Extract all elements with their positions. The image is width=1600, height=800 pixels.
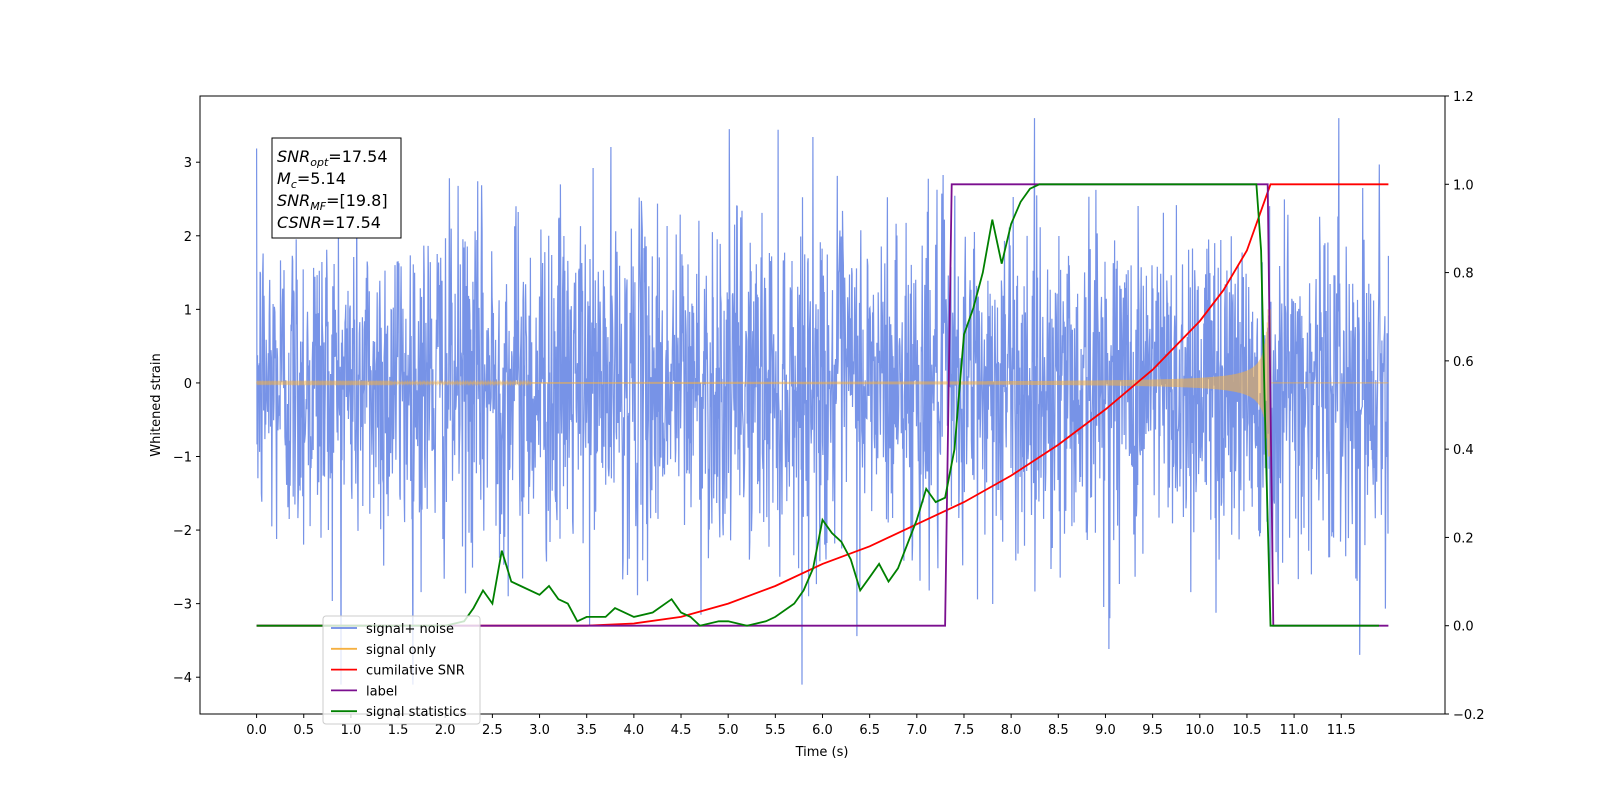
y-tick-label-right: 0.0 <box>1453 620 1474 635</box>
y-axis-left: 3 2 1 0 −1 −2 −3 −4 <box>173 156 200 686</box>
x-tick-label: 3.0 <box>529 723 550 738</box>
y-tick-label-left: 3 <box>184 156 192 171</box>
annotation-line: CSNR=17.54 <box>277 213 381 232</box>
series-signal-only <box>256 309 1389 457</box>
series-layer <box>256 118 1389 685</box>
y-tick-label-left: 1 <box>184 303 192 318</box>
series-cumilative-snr <box>256 183 1389 627</box>
x-tick-label: 1.5 <box>388 723 409 738</box>
y-axis-right: 1.2 1.0 0.8 0.6 0.4 0.2 0.0 −0.2 <box>1445 90 1485 723</box>
annotation-line: SNRopt=17.54 <box>277 147 388 169</box>
x-tick-label: 10.0 <box>1185 723 1214 738</box>
y-tick-label-right: 0.2 <box>1453 531 1474 546</box>
x-tick-label: 1.0 <box>341 723 362 738</box>
series-signal-statistics <box>256 183 1379 627</box>
x-tick-label: 2.5 <box>482 723 503 738</box>
annotation-line: Mc=5.14 <box>277 169 346 191</box>
y-tick-label-right: 1.0 <box>1453 178 1474 193</box>
legend-label: label <box>366 684 397 699</box>
legend-label: cumilative SNR <box>366 664 465 679</box>
legend-frame <box>322 615 481 725</box>
legend-label: signal+ noise <box>366 622 454 637</box>
series-signal-plus-noise <box>256 118 1389 685</box>
x-tick-label: 3.5 <box>576 723 597 738</box>
y-tick-label-left: 2 <box>184 230 192 245</box>
y-tick-label-left: 0 <box>184 377 192 392</box>
y-axis-label: Whitened strain <box>149 353 164 456</box>
legend-label: signal only <box>366 643 436 658</box>
x-tick-label: 9.5 <box>1142 723 1163 738</box>
x-tick-label: 11.5 <box>1327 723 1356 738</box>
x-axis: 0.0 0.5 1.0 1.5 2.0 2.5 3.0 3.5 4.0 4.5 5.0 5.5 6.0 6… <box>246 714 1356 738</box>
x-tick-label: 5.5 <box>765 723 786 738</box>
x-axis-label: Time (s) <box>795 745 849 760</box>
x-tick-label: 10.5 <box>1232 723 1261 738</box>
x-tick-label: 4.5 <box>671 723 692 738</box>
annotation-line: SNRMF=[19.8] <box>277 191 388 213</box>
legend: signal+ noise signal only cumilative SNR la… <box>322 615 481 725</box>
x-tick-label: 7.0 <box>906 723 927 738</box>
y-tick-label-right: −0.2 <box>1453 708 1485 723</box>
x-tick-label: 0.0 <box>246 723 267 738</box>
y-tick-label-left: −2 <box>173 524 192 539</box>
y-tick-label-left: −4 <box>173 671 192 686</box>
x-tick-label: 0.5 <box>293 723 314 738</box>
legend-label: signal statistics <box>366 705 467 720</box>
x-tick-label: 11.0 <box>1280 723 1309 738</box>
x-tick-label: 6.5 <box>859 723 880 738</box>
annotation-box: SNRopt=17.54Mc=5.14SNRMF=[19.8]CSNR=17.5… <box>271 137 402 239</box>
annotation-frame <box>271 137 402 239</box>
x-tick-label: 8.0 <box>1001 723 1022 738</box>
x-tick-label: 8.5 <box>1048 723 1069 738</box>
x-tick-label: 9.0 <box>1095 723 1116 738</box>
y-tick-label-right: 0.8 <box>1453 267 1474 282</box>
y-tick-label-right: 0.4 <box>1453 443 1474 458</box>
x-tick-label: 2.0 <box>435 723 456 738</box>
y-tick-label-left: −1 <box>173 451 192 466</box>
y-tick-label-left: −3 <box>173 598 192 613</box>
y-tick-label-right: 0.6 <box>1453 355 1474 370</box>
x-tick-label: 7.5 <box>954 723 975 738</box>
y-tick-label-right: 1.2 <box>1453 90 1474 105</box>
x-tick-label: 4.0 <box>624 723 645 738</box>
x-tick-label: 5.0 <box>718 723 739 738</box>
x-tick-label: 6.0 <box>812 723 833 738</box>
